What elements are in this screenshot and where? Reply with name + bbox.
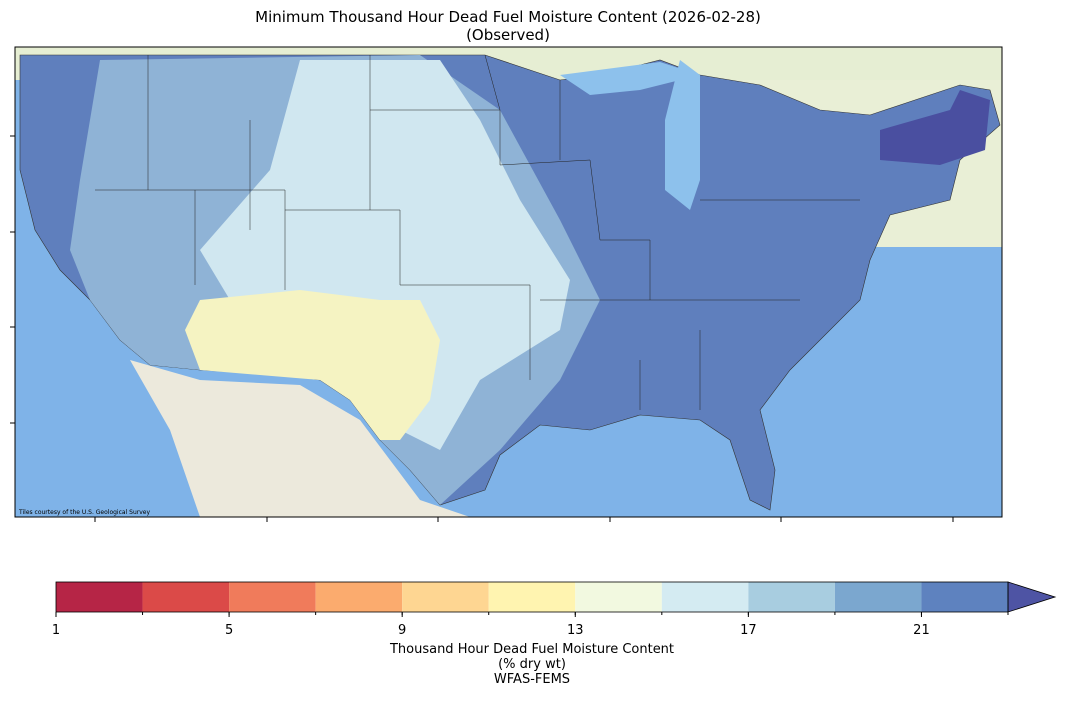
colorbar-label: (% dry wt) [498,657,566,672]
colorbar-tick-label: 1 [52,623,60,638]
colorbar-tick-label: 17 [740,623,757,638]
colorbar-extension [1007,581,1057,613]
colorbar-label: WFAS-FEMS [494,672,570,687]
map: Tiles courtesy of the U.S. Geological Su… [15,47,1002,517]
title: Minimum Thousand Hour Dead Fuel Moisture… [255,8,761,26]
colorbar-bin [402,582,489,612]
subtitle: (Observed) [466,26,550,44]
colorbar-frame [55,581,1009,613]
colorbar-bin [56,582,143,612]
lake-michigan [665,60,700,210]
colorbar-bin [575,582,662,612]
colorbar-label: Thousand Hour Dead Fuel Moisture Content [389,642,674,657]
colorbar-bin [229,582,316,612]
colorbar-bin [921,582,1008,612]
colorbar-tick-label: 9 [398,623,406,638]
colorbar-bin [661,582,749,612]
state-borders [95,54,860,410]
mexico [130,360,470,517]
attribution: Tiles courtesy of the U.S. Geological Su… [18,509,150,516]
plains-band [200,60,570,450]
colorbar-bin [315,582,403,612]
northeast-wet [880,90,990,165]
map-ticks [10,135,954,522]
colorbar-bin [748,582,835,612]
colorbar-bin [488,582,576,612]
colorbar-tick-label: 13 [567,623,584,638]
colorbar-tick-label: 5 [225,623,233,638]
lake-superior [560,62,700,95]
southwest-dry [185,290,440,440]
colorbar-bin [142,582,230,612]
colorbar-tick-label: 21 [913,623,930,638]
colorbar-bin [834,582,922,612]
map-frame [14,46,1003,518]
